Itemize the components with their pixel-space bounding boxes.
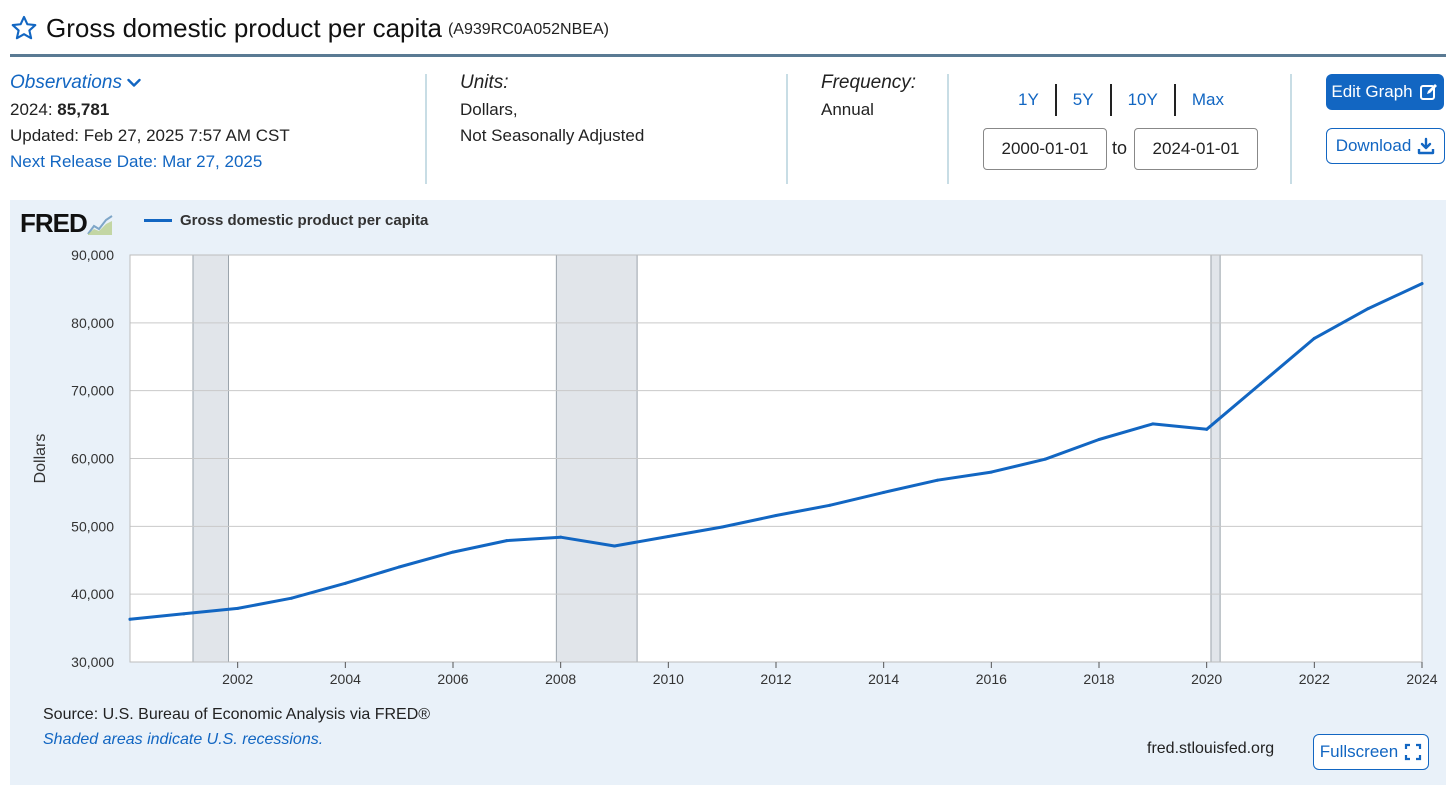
observations-block: Observations 2024: 85,781 Updated: Feb 2… (10, 72, 290, 172)
start-date-input[interactable]: 2000-01-01 (983, 128, 1107, 170)
divider (425, 74, 427, 184)
units-line1: Dollars, (460, 100, 518, 119)
edit-graph-button[interactable]: Edit Graph (1326, 74, 1444, 110)
fullscreen-icon (1405, 743, 1422, 761)
range-1y-button[interactable]: 1Y (1002, 84, 1057, 116)
chart-legend: Gross domestic product per capita (144, 212, 428, 229)
units-block: Units: Dollars, Not Seasonally Adjusted (460, 72, 644, 146)
download-label: Download (1335, 136, 1412, 155)
latest-observation: 2024: 85,781 (10, 100, 290, 120)
recession-note: Shaded areas indicate U.S. recessions. (43, 731, 324, 748)
divider (947, 74, 949, 184)
edit-icon (1419, 84, 1437, 100)
fullscreen-button[interactable]: Fullscreen (1313, 734, 1429, 770)
to-label: to (1112, 138, 1128, 158)
divider (1290, 74, 1292, 184)
series-id: (A939RC0A052NBEA) (447, 21, 609, 38)
title-divider (10, 54, 1446, 57)
page-title: Gross domestic product per capita (46, 12, 442, 43)
download-button[interactable]: Download (1326, 128, 1445, 164)
observations-label: Observations (10, 72, 122, 93)
chart-panel (10, 200, 1446, 785)
fullscreen-label: Fullscreen (1319, 742, 1399, 761)
observations-toggle[interactable]: Observations (10, 72, 290, 94)
legend-label: Gross domestic product per capita (180, 212, 429, 229)
range-5y-button[interactable]: 5Y (1057, 84, 1112, 116)
frequency-value: Annual (821, 100, 874, 119)
range-10y-button[interactable]: 10Y (1112, 84, 1176, 116)
source-text: Source: U.S. Bureau of Economic Analysis… (43, 706, 431, 723)
latest-value: 85,781 (57, 100, 110, 119)
latest-year: 2024: (10, 100, 53, 119)
frequency-block: Frequency: Annual (821, 72, 916, 120)
star-icon[interactable] (10, 14, 38, 42)
fred-logo: FRED (20, 208, 113, 239)
units-line2: Not Seasonally Adjusted (460, 126, 645, 145)
units-label: Units: (460, 72, 509, 93)
divider (786, 74, 788, 184)
edit-graph-label: Edit Graph (1331, 82, 1413, 101)
site-url: fred.stlouisfed.org (1147, 740, 1275, 757)
fred-logo-text: FRED (20, 208, 88, 238)
end-date-input[interactable]: 2024-01-01 (1134, 128, 1258, 170)
frequency-label: Frequency: (821, 72, 917, 93)
fred-chart-icon (86, 214, 113, 235)
updated-text: Updated: Feb 27, 2025 7:57 AM CST (10, 126, 290, 145)
range-max-button[interactable]: Max (1191, 90, 1224, 109)
legend-swatch (144, 219, 172, 222)
chevron-down-icon (127, 78, 141, 87)
next-release-link[interactable]: Next Release Date: Mar 27, 2025 (10, 152, 263, 171)
range-buttons: 1Y 5Y 10Y Max (1002, 84, 1240, 116)
download-icon (1418, 137, 1435, 155)
title-row: Gross domestic product per capita (A939R… (10, 8, 609, 48)
